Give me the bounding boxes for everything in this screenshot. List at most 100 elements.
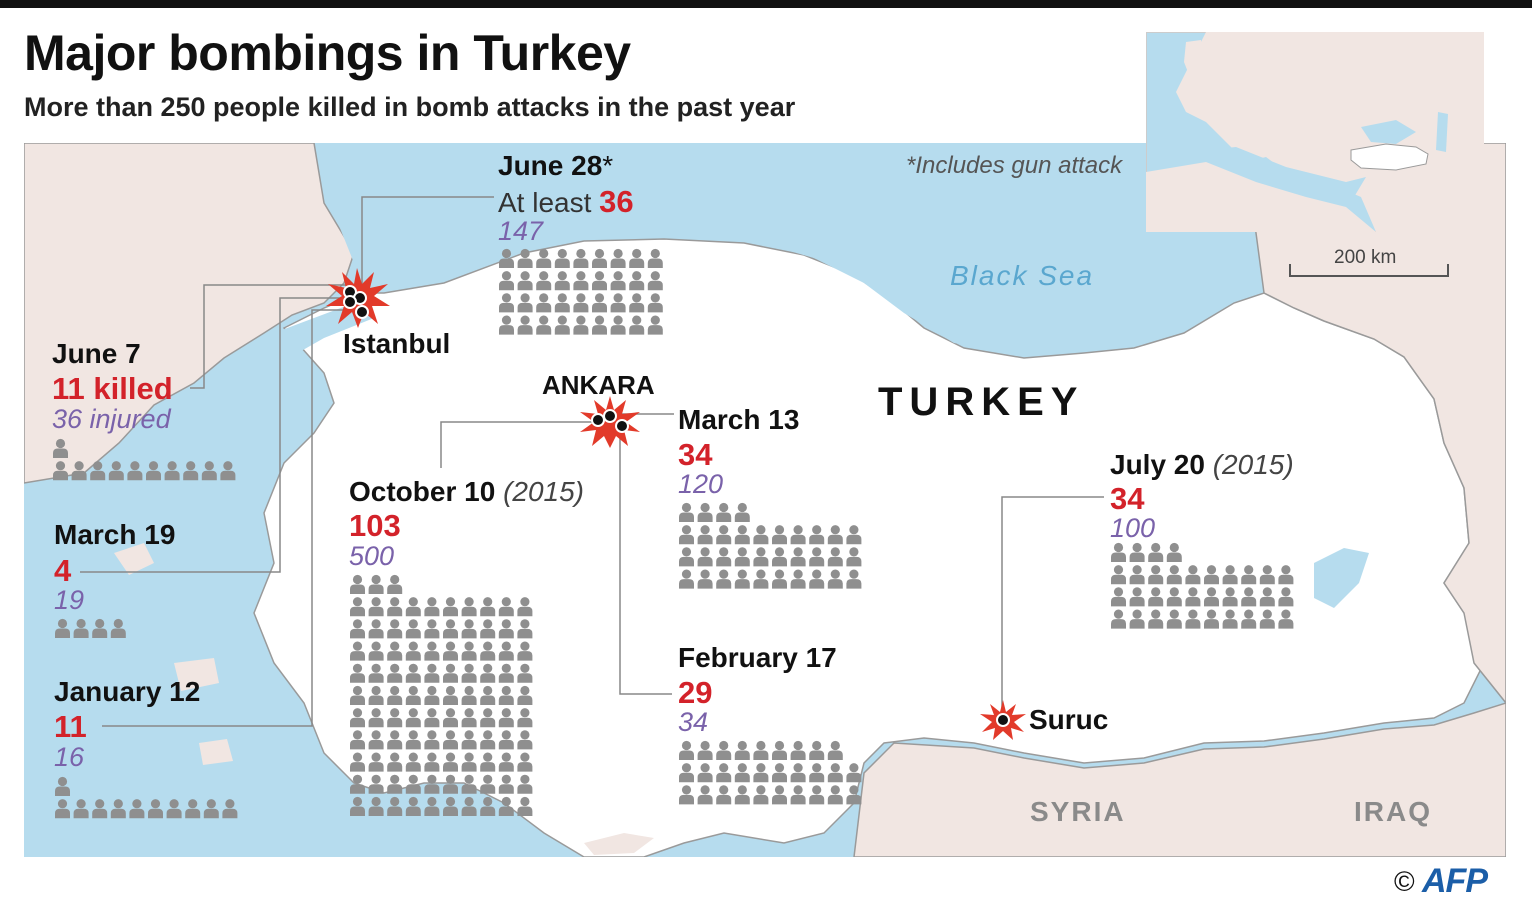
person-icon — [679, 547, 694, 567]
person-icon — [827, 763, 843, 783]
person-icon — [424, 641, 440, 661]
person-icon — [734, 785, 750, 805]
person-icon — [697, 763, 713, 783]
person-icon — [1278, 587, 1294, 607]
person-icon — [1204, 609, 1219, 629]
person-icon — [350, 708, 365, 728]
person-icon — [827, 569, 843, 589]
person-icon — [1185, 565, 1201, 585]
person-icon — [71, 461, 87, 481]
person-icon — [753, 785, 769, 805]
person-icon — [753, 569, 769, 589]
date-text: July 20 — [1110, 449, 1213, 480]
attack-june7-people — [52, 438, 238, 487]
date-text: June 28 — [498, 150, 603, 181]
person-icon — [610, 248, 626, 268]
copyright-symbol: © — [1394, 866, 1415, 897]
person-icon — [129, 799, 145, 819]
person-icon-grid — [679, 502, 862, 589]
person-icon — [461, 730, 477, 750]
person-icon — [809, 525, 825, 545]
person-icon — [517, 293, 533, 313]
person-icon — [629, 293, 645, 313]
person-icon — [573, 271, 589, 291]
page-title: Major bombings in Turkey — [24, 25, 631, 81]
person-icon — [498, 752, 514, 772]
person-icon — [1204, 565, 1219, 585]
attack-june7-date: June 7 — [52, 338, 141, 369]
inset-uk — [1184, 40, 1204, 80]
person-icon — [846, 547, 862, 567]
person-icon — [92, 799, 108, 819]
person-icon — [461, 708, 477, 728]
person-icon — [368, 641, 384, 661]
person-icon — [443, 774, 458, 794]
person-icon — [461, 663, 477, 683]
person-icon — [443, 685, 458, 705]
person-icon — [827, 525, 843, 545]
person-icon — [148, 799, 163, 819]
island — [199, 739, 233, 765]
attack-march19-date: March 19 — [54, 519, 176, 550]
person-icon — [424, 752, 440, 772]
turkey-map — [24, 143, 1506, 857]
island — [174, 658, 219, 691]
person-icon — [772, 547, 787, 567]
person-icon — [734, 502, 750, 522]
person-icon — [1129, 609, 1145, 629]
date-text: October 10 — [349, 476, 504, 507]
person-icon — [592, 271, 607, 291]
person-icon — [350, 774, 365, 794]
person-icon — [734, 763, 750, 783]
leader-march19 — [80, 297, 345, 573]
person-icon — [55, 799, 70, 819]
attack-march13-injured: 120 — [678, 469, 724, 499]
person-icon — [498, 619, 514, 639]
person-icon — [629, 271, 645, 291]
attack-july20-date: July 20 (2015) — [1110, 449, 1294, 481]
person-icon — [350, 685, 365, 705]
person-icon — [790, 740, 806, 760]
person-icon — [1185, 609, 1201, 629]
person-icon — [405, 708, 421, 728]
person-icon — [387, 774, 403, 794]
person-icon — [203, 799, 219, 819]
person-icon — [498, 597, 514, 617]
person-icon — [716, 763, 732, 783]
person-icon — [536, 315, 552, 335]
person-icon — [164, 461, 180, 481]
istanbul-blast-marker — [326, 268, 390, 328]
person-icon — [517, 271, 533, 291]
person-icon — [368, 752, 384, 772]
person-icon — [350, 663, 365, 683]
attack-october10-injured: 500 — [349, 541, 395, 571]
person-icon — [772, 569, 787, 589]
person-icon — [697, 569, 713, 589]
person-icon — [480, 730, 496, 750]
person-icon — [1129, 565, 1145, 585]
attack-february17-injured: 34 — [678, 707, 709, 737]
person-icon — [387, 796, 403, 816]
person-icon — [1222, 587, 1238, 607]
person-icon — [1111, 565, 1126, 585]
inset-mediterranean — [1186, 147, 1366, 202]
person-icon — [517, 641, 533, 661]
person-icon — [498, 641, 514, 661]
leader-january12 — [102, 309, 352, 727]
person-icon — [846, 785, 862, 805]
leader-june28 — [361, 196, 494, 290]
person-icon — [368, 685, 384, 705]
person-icon — [1166, 542, 1182, 562]
person-icon — [1111, 609, 1126, 629]
person-icon — [405, 730, 421, 750]
person-icon — [110, 799, 126, 819]
person-icon — [1241, 587, 1257, 607]
person-icon — [405, 597, 421, 617]
person-icon — [592, 293, 607, 313]
leader-june7 — [190, 284, 347, 389]
person-icon — [734, 547, 750, 567]
person-icon — [517, 597, 533, 617]
attack-january12-killed: 11 — [54, 709, 87, 744]
person-icon — [110, 618, 126, 638]
person-icon — [573, 248, 589, 268]
